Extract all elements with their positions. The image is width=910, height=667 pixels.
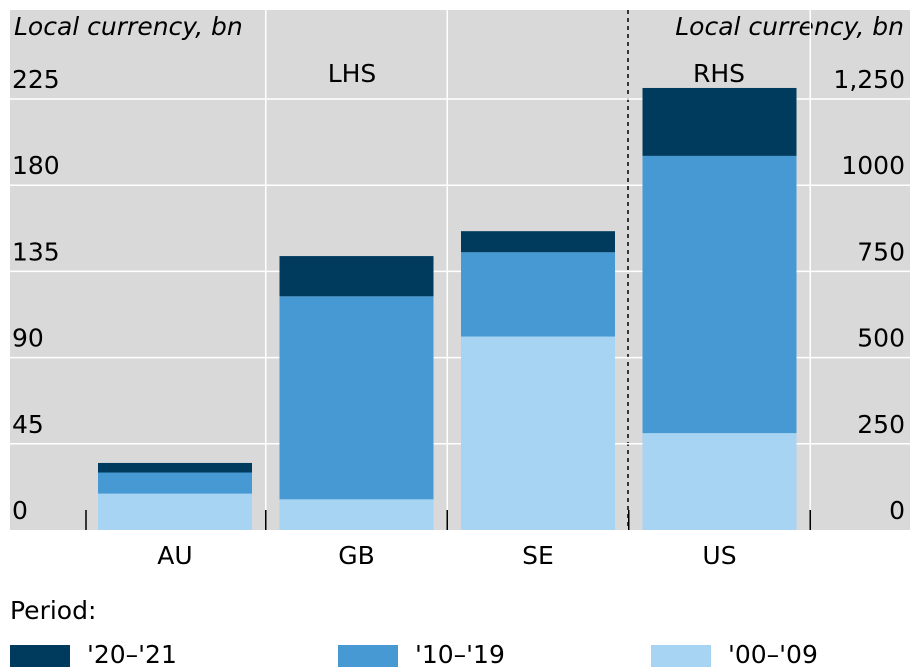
y-tick-label: 135 (12, 237, 60, 266)
bar-segment (98, 493, 252, 530)
bar-segment (98, 462, 252, 473)
y-tick-label: 45 (12, 410, 44, 439)
bar-segment (279, 499, 434, 530)
legend-swatch (338, 645, 398, 667)
legend-label: '00–'09 (728, 640, 818, 667)
bar-segment (279, 256, 434, 297)
y2-tick-label: 250 (857, 410, 905, 439)
legend-label: '10–'19 (415, 640, 505, 667)
legend-title: Period: (10, 596, 96, 625)
bar-segment (461, 231, 615, 253)
y2-tick-label: 750 (857, 237, 905, 266)
y-tick-label: 180 (12, 151, 60, 180)
bar-segment (461, 252, 615, 337)
legend-swatch (651, 645, 711, 667)
y2-tick-label: 1,250 (833, 65, 905, 94)
bar-segment (98, 472, 252, 494)
legend-swatch (10, 645, 70, 667)
bar-segment (461, 336, 615, 530)
annotation: LHS (328, 59, 377, 88)
x-tick-label: US (702, 541, 736, 570)
y2-tick-label: 500 (857, 324, 905, 353)
bar-segment (642, 155, 797, 434)
y2-tick-label: 1000 (841, 151, 905, 180)
y2-axis-label: Local currency, bn (675, 12, 904, 41)
x-tick-label: AU (157, 541, 192, 570)
bar-segment (279, 296, 434, 500)
y-axis-label: Local currency, bn (14, 12, 243, 41)
x-tick-label: SE (522, 541, 554, 570)
legend-label: '20–'21 (87, 640, 177, 667)
bar-segment (642, 87, 797, 156)
annotation: RHS (693, 59, 745, 88)
y-tick-label: 225 (12, 65, 60, 94)
bar-segment (642, 433, 797, 530)
y-tick-label: 0 (12, 496, 28, 525)
y-tick-label: 90 (12, 324, 44, 353)
y2-tick-label: 0 (889, 496, 905, 525)
x-tick-label: GB (338, 541, 375, 570)
